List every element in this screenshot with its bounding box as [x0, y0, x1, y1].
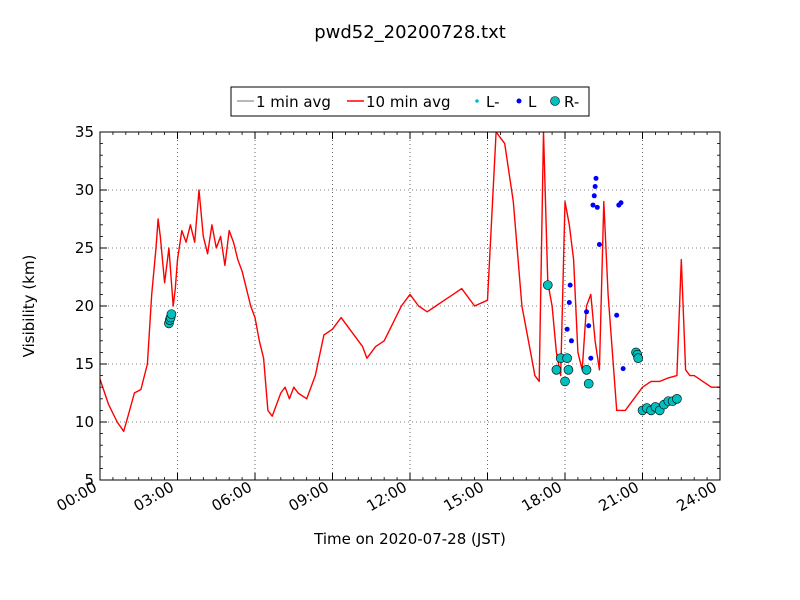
- legend-box: [230, 86, 590, 117]
- series-point-r-minus: [562, 353, 572, 364]
- y-tick-label-35: 35: [75, 123, 94, 141]
- plot-area: [99, 131, 721, 481]
- y-tick-label-5: 5: [84, 471, 94, 489]
- x-tick-label-2400: 24:00: [674, 478, 720, 515]
- series-point-l: [586, 323, 592, 329]
- legend: 1 min avg 10 min avg L- L R-: [230, 86, 590, 117]
- series-point-l: [593, 175, 599, 181]
- legend-label-1-min-avg: 1 min avg: [256, 93, 331, 111]
- series-point-l: [568, 338, 574, 344]
- legend-swatch-l-minus: [475, 99, 479, 103]
- series-point-l: [588, 355, 594, 361]
- series-point-r-minus: [166, 309, 177, 319]
- legend-swatch-r-minus: [550, 96, 560, 106]
- legend-label-r-minus: R-: [564, 93, 579, 111]
- series-point-r-minus: [542, 280, 553, 290]
- legend-label-l-minus: L-: [486, 93, 500, 111]
- data-layer: [100, 132, 720, 432]
- series-point-l: [590, 202, 596, 208]
- y-tick-label-25: 25: [75, 239, 94, 257]
- legend-label-10-min-avg: 10 min avg: [366, 93, 451, 111]
- series-point-l: [564, 326, 570, 332]
- x-tick-label-1200: 12:00: [364, 478, 410, 515]
- legend-label-l: L: [528, 93, 537, 111]
- series-point-r-minus: [563, 364, 574, 375]
- series-point-l: [567, 282, 573, 288]
- y-tick-label-10: 10: [75, 413, 94, 431]
- series-point-l: [566, 300, 572, 306]
- y-tick-label-20: 20: [75, 297, 94, 315]
- series-point-r-minus: [551, 364, 562, 375]
- x-tick-label-0900: 09:00: [286, 478, 332, 515]
- series-point-l: [591, 193, 597, 199]
- series-point-r-minus: [583, 378, 594, 389]
- x-tick-label-0300: 03:00: [131, 478, 177, 515]
- y-tick-labels: 5 10 15 20 25 30 35: [75, 123, 94, 489]
- x-tick-label-1800: 18:00: [519, 478, 565, 515]
- series-point-r-minus: [672, 393, 682, 404]
- ticks: [99, 131, 721, 481]
- series-point-l: [596, 242, 602, 248]
- series-point-l: [620, 366, 626, 372]
- x-tick-label-0000: 00:00: [54, 478, 100, 515]
- series-point-r-minus: [560, 376, 570, 387]
- x-tick-label-1500: 15:00: [441, 478, 487, 515]
- y-axis-label: Visibility (km): [20, 255, 38, 358]
- series-point-l: [614, 312, 620, 318]
- x-tick-label-0600: 06:00: [209, 478, 255, 515]
- series-line-10-min-avg: [100, 132, 720, 432]
- series-point-l: [592, 184, 598, 190]
- series-point-r-minus: [633, 353, 643, 364]
- y-tick-label-30: 30: [75, 181, 94, 199]
- series-point-l: [594, 204, 600, 210]
- y-tick-label-15: 15: [75, 355, 94, 373]
- plot-clipped-layer: [100, 132, 720, 432]
- grid: [100, 132, 720, 480]
- chart-title: pwd52_20200728.txt: [314, 22, 506, 43]
- x-tick-label-2100: 21:00: [596, 478, 642, 515]
- series-point-l: [584, 309, 590, 315]
- series-point-l: [618, 200, 624, 206]
- legend-swatch-l: [516, 98, 522, 104]
- series-point-r-minus: [581, 364, 592, 375]
- x-axis-label: Time on 2020-07-28 (JST): [313, 530, 506, 548]
- x-tick-labels: 00:00 03:00 06:00 09:00 12:00 15:00 18:0…: [54, 478, 720, 515]
